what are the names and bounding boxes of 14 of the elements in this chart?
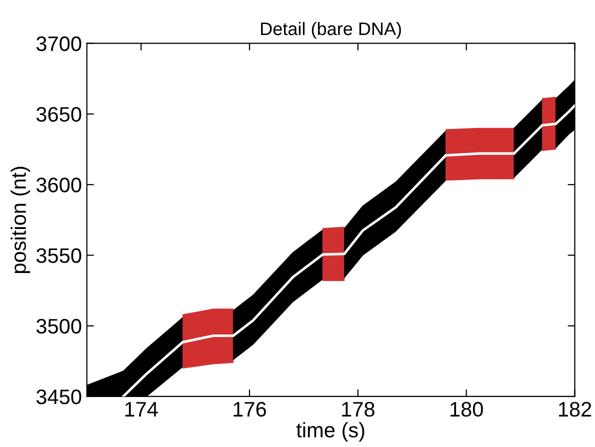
- x-tick-label: 174: [125, 402, 158, 416]
- chart-title: Detail (bare DNA): [261, 22, 401, 39]
- x-tick-label: 182: [558, 402, 592, 417]
- y-tick-label: 3600: [36, 178, 82, 192]
- x-tick-label: 180: [450, 402, 483, 417]
- y-tick-label: 3450: [36, 389, 82, 404]
- y-tick-label: 3550: [36, 248, 82, 263]
- y-tick-label: 3650: [36, 106, 82, 122]
- y-tick-label: 3500: [36, 318, 82, 334]
- x-tick-label: 176: [234, 402, 266, 417]
- x-tick-label: 178: [342, 402, 374, 417]
- x-axis-title: time (s): [296, 422, 364, 442]
- y-tick-label: 3700: [36, 36, 82, 52]
- y-axis-title: position (nt): [10, 166, 30, 273]
